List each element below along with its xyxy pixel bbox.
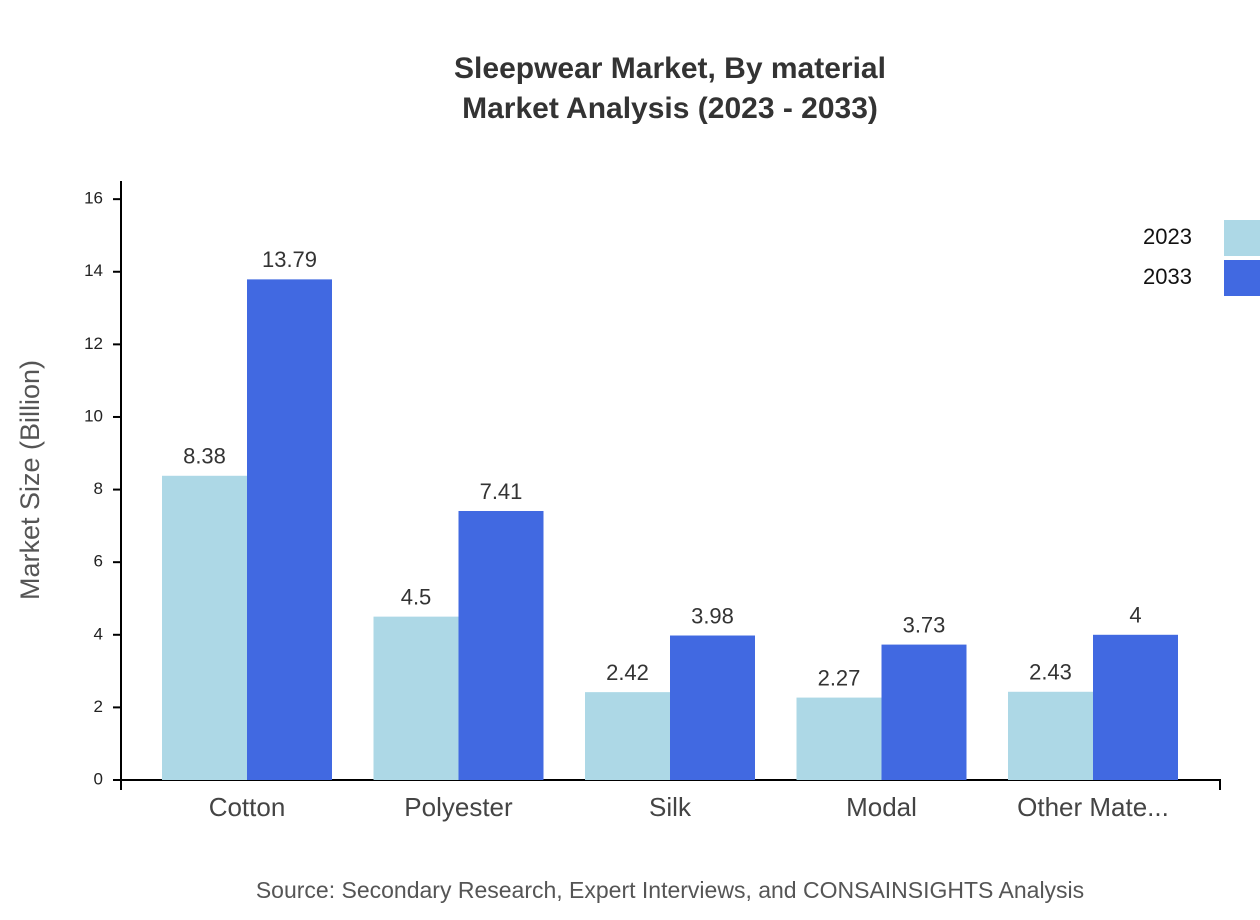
value-label: 8.38	[183, 444, 226, 469]
value-label: 2.27	[818, 665, 861, 690]
y-tick-label: 14	[84, 261, 103, 280]
x-tick-label: Polyester	[404, 792, 513, 822]
bar	[458, 510, 544, 780]
bar	[585, 692, 670, 780]
bar	[1008, 691, 1093, 780]
value-label: 3.73	[903, 612, 946, 637]
legend-label: 2033	[1143, 264, 1192, 289]
legend-label: 2023	[1143, 224, 1192, 249]
chart-title: Sleepwear Market, By material	[454, 52, 886, 85]
legend-swatch	[1224, 220, 1260, 256]
value-label: 3.98	[691, 603, 734, 628]
bar	[796, 697, 882, 780]
y-tick-label: 2	[94, 697, 103, 716]
y-tick-label: 10	[84, 406, 103, 425]
y-tick-label: 12	[84, 334, 103, 353]
y-tick-label: 16	[84, 189, 103, 208]
chart-subtitle: Market Analysis (2023 - 2033)	[462, 92, 878, 125]
bar	[247, 279, 332, 780]
source-note: Source: Secondary Research, Expert Inter…	[256, 877, 1084, 903]
value-label: 4	[1129, 603, 1141, 628]
y-tick-label: 0	[94, 769, 103, 788]
value-label: 2.43	[1029, 660, 1072, 685]
bar	[1093, 634, 1178, 780]
value-label: 4.5	[401, 584, 432, 609]
bar	[881, 644, 967, 780]
value-label: 7.41	[480, 479, 523, 504]
value-label: 2.42	[606, 660, 649, 685]
y-tick-label: 8	[94, 479, 103, 498]
bar	[670, 635, 755, 780]
legend-swatch	[1224, 260, 1260, 296]
x-tick-label: Cotton	[209, 792, 286, 822]
x-tick-label: Other Mate...	[1017, 792, 1169, 822]
value-label: 13.79	[262, 247, 317, 272]
x-tick-label: Silk	[649, 792, 692, 822]
bar	[373, 616, 459, 780]
y-tick-label: 4	[94, 624, 103, 643]
x-tick-label: Modal	[846, 792, 917, 822]
y-tick-label: 6	[94, 552, 103, 571]
y-axis-label: Market Size (Billion)	[15, 360, 45, 600]
bar	[162, 475, 247, 780]
